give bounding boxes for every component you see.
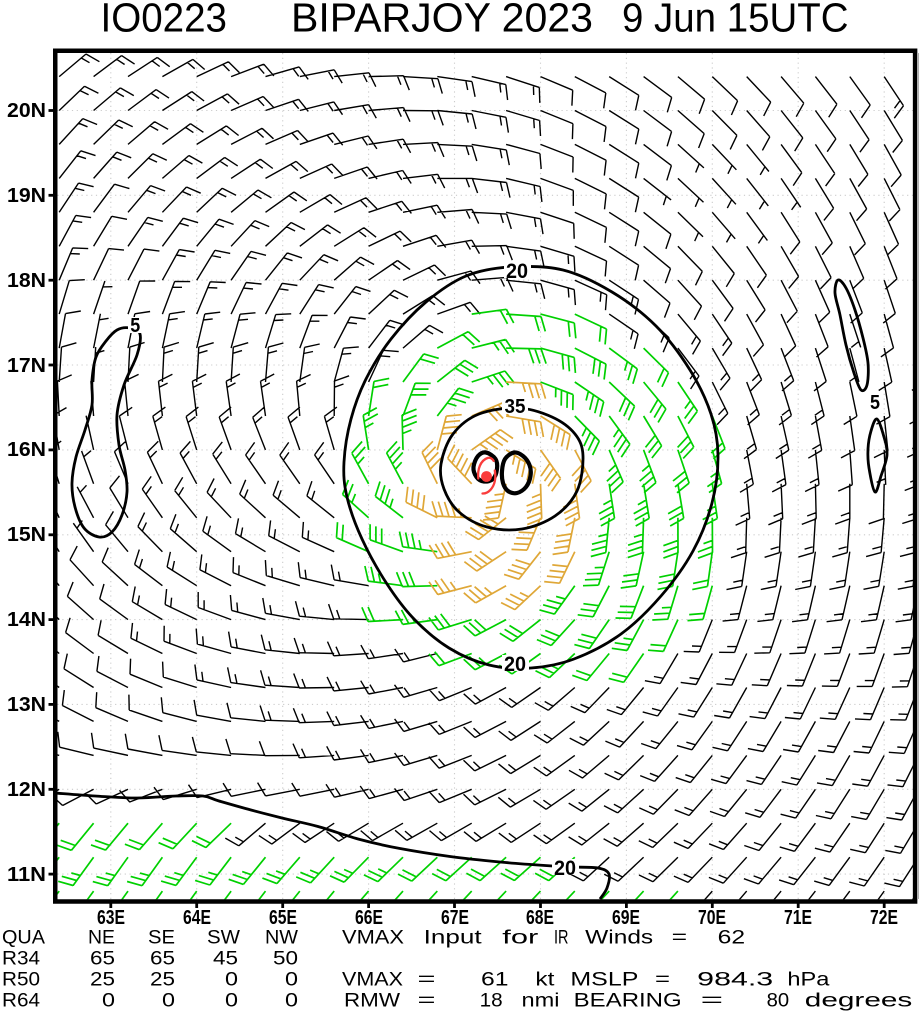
svg-text:35: 35	[505, 396, 526, 418]
svg-text:SW: SW	[207, 928, 240, 949]
svg-text:25: 25	[150, 970, 175, 991]
svg-text:80: 80	[767, 991, 790, 1012]
svg-text:0: 0	[225, 970, 238, 991]
svg-text:VMAX: VMAX	[342, 970, 403, 991]
svg-text:R64: R64	[2, 991, 40, 1012]
svg-text:19N: 19N	[7, 185, 46, 207]
svg-text:11N: 11N	[7, 864, 46, 886]
svg-text:IR: IR	[554, 928, 569, 949]
svg-text:66E: 66E	[355, 907, 383, 929]
svg-text:=: =	[418, 970, 436, 991]
svg-text:25: 25	[90, 970, 115, 991]
svg-text:=: =	[672, 928, 688, 949]
svg-text:SE: SE	[148, 928, 175, 949]
svg-text:VMAX: VMAX	[342, 928, 404, 949]
svg-text:9 Jun 15UTC: 9 Jun 15UTC	[622, 0, 849, 41]
svg-text:15N: 15N	[7, 524, 46, 546]
svg-text:Winds: Winds	[585, 928, 653, 949]
svg-text:65: 65	[150, 949, 175, 970]
svg-text:Input: Input	[424, 928, 483, 949]
svg-text:nmi: nmi	[522, 991, 560, 1012]
svg-text:20: 20	[506, 260, 528, 283]
svg-text:R34: R34	[2, 949, 40, 970]
svg-text:20: 20	[504, 653, 526, 676]
svg-text:70E: 70E	[698, 907, 726, 929]
svg-text:0: 0	[285, 970, 298, 991]
svg-text:=: =	[418, 991, 436, 1012]
svg-text:RMW: RMW	[344, 991, 400, 1012]
svg-text:=: =	[655, 970, 670, 991]
svg-text:62: 62	[718, 928, 746, 949]
svg-text:R50: R50	[2, 970, 40, 991]
svg-text:20N: 20N	[7, 100, 46, 122]
svg-text:72E: 72E	[870, 907, 898, 929]
svg-text:BEARING: BEARING	[574, 991, 682, 1012]
svg-text:61: 61	[481, 970, 509, 991]
svg-text:68E: 68E	[526, 907, 554, 929]
svg-text:65E: 65E	[269, 907, 297, 929]
svg-text:QUA: QUA	[2, 928, 45, 949]
svg-text:12N: 12N	[7, 779, 46, 801]
svg-text:14N: 14N	[7, 609, 46, 631]
svg-text:45: 45	[213, 949, 238, 970]
svg-text:for: for	[502, 928, 539, 949]
svg-text:0: 0	[102, 991, 115, 1012]
svg-text:16N: 16N	[7, 439, 46, 461]
svg-text:IO0223: IO0223	[101, 0, 228, 41]
svg-text:5: 5	[870, 392, 880, 414]
svg-text:18N: 18N	[7, 270, 46, 292]
svg-text:MSLP: MSLP	[570, 970, 638, 991]
svg-text:69E: 69E	[612, 907, 640, 929]
svg-text:20: 20	[554, 857, 576, 880]
svg-text:0: 0	[225, 991, 238, 1012]
svg-text:64E: 64E	[183, 907, 211, 929]
svg-text:NW: NW	[265, 928, 298, 949]
svg-text:0: 0	[162, 991, 175, 1012]
svg-text:71E: 71E	[784, 907, 812, 929]
svg-text:65: 65	[90, 949, 115, 970]
svg-text:=: =	[701, 991, 724, 1012]
svg-text:BIPARJOY 2023: BIPARJOY 2023	[291, 0, 593, 41]
svg-text:kt: kt	[535, 970, 555, 991]
svg-text:13N: 13N	[7, 694, 46, 716]
svg-text:67E: 67E	[441, 907, 469, 929]
svg-text:984.3: 984.3	[697, 970, 773, 991]
svg-text:5: 5	[130, 315, 140, 337]
svg-text:NE: NE	[88, 928, 115, 949]
svg-text:17N: 17N	[7, 355, 46, 377]
svg-text:18: 18	[480, 991, 503, 1012]
svg-text:degrees: degrees	[805, 991, 913, 1012]
svg-text:50: 50	[273, 949, 298, 970]
svg-text:63E: 63E	[97, 907, 125, 929]
svg-text:0: 0	[285, 991, 298, 1012]
svg-text:hPa: hPa	[787, 970, 830, 991]
